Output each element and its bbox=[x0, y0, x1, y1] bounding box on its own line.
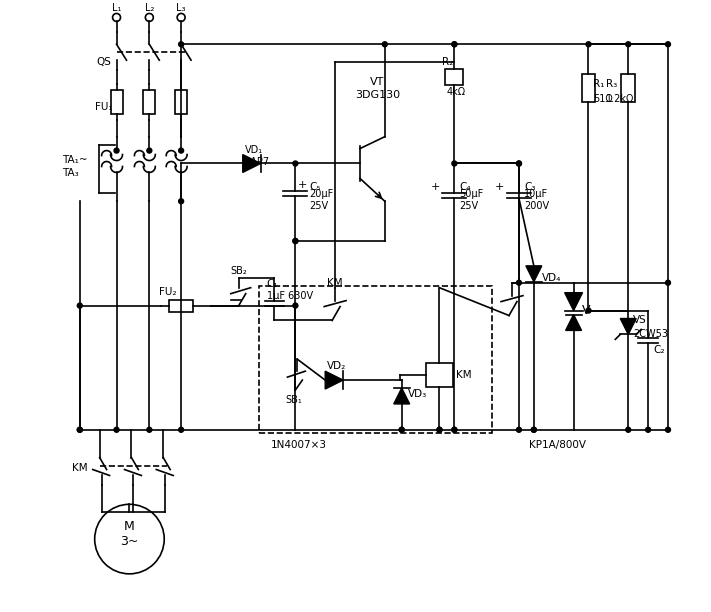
Text: KM: KM bbox=[456, 370, 472, 380]
Polygon shape bbox=[620, 318, 636, 334]
Text: C₂: C₂ bbox=[653, 345, 665, 356]
Circle shape bbox=[626, 427, 631, 432]
Text: C₄: C₄ bbox=[459, 182, 471, 192]
Bar bbox=[621, 74, 635, 102]
Text: TA₃: TA₃ bbox=[62, 168, 79, 179]
Circle shape bbox=[178, 199, 183, 204]
Bar bbox=[582, 74, 595, 102]
Circle shape bbox=[293, 303, 298, 308]
Text: 2AP7: 2AP7 bbox=[245, 157, 270, 166]
Text: L₃: L₃ bbox=[176, 2, 186, 12]
Text: QS: QS bbox=[97, 57, 112, 67]
Text: C₁: C₁ bbox=[267, 278, 278, 289]
Circle shape bbox=[516, 161, 521, 166]
Text: 4kΩ: 4kΩ bbox=[447, 87, 466, 97]
Circle shape bbox=[626, 42, 631, 47]
Text: 50μF
25V: 50μF 25V bbox=[459, 190, 483, 211]
Text: TA₁~: TA₁~ bbox=[62, 154, 87, 165]
Circle shape bbox=[114, 148, 119, 153]
Text: 1.2kΩ: 1.2kΩ bbox=[606, 94, 635, 104]
Polygon shape bbox=[325, 371, 343, 389]
Text: L₂: L₂ bbox=[144, 2, 154, 12]
Text: L₁: L₁ bbox=[112, 2, 122, 12]
Circle shape bbox=[665, 42, 670, 47]
Text: V: V bbox=[582, 304, 590, 317]
Text: +: + bbox=[431, 182, 440, 192]
Text: VD₄: VD₄ bbox=[542, 273, 561, 283]
Circle shape bbox=[437, 427, 442, 432]
Polygon shape bbox=[565, 293, 582, 310]
Circle shape bbox=[516, 280, 521, 285]
Circle shape bbox=[516, 161, 521, 166]
Text: FU₂: FU₂ bbox=[159, 286, 177, 297]
Bar bbox=[144, 90, 155, 114]
Circle shape bbox=[147, 427, 152, 432]
Text: 51Ω: 51Ω bbox=[594, 94, 613, 104]
Polygon shape bbox=[526, 266, 542, 282]
Text: VD₂: VD₂ bbox=[327, 361, 346, 371]
Text: M
3~: M 3~ bbox=[120, 520, 139, 548]
Circle shape bbox=[646, 427, 651, 432]
Circle shape bbox=[399, 427, 404, 432]
Text: R₃: R₃ bbox=[606, 79, 618, 89]
Text: 3DG130: 3DG130 bbox=[355, 90, 400, 100]
Circle shape bbox=[77, 427, 82, 432]
Circle shape bbox=[114, 427, 119, 432]
Circle shape bbox=[178, 148, 183, 153]
Circle shape bbox=[452, 42, 457, 47]
Text: R₂: R₂ bbox=[442, 57, 454, 67]
Text: R₁: R₁ bbox=[594, 79, 605, 89]
Bar bbox=[445, 69, 464, 85]
Circle shape bbox=[665, 427, 670, 432]
Circle shape bbox=[452, 427, 457, 432]
Text: VD₃: VD₃ bbox=[407, 389, 427, 399]
Text: KP1A/800V: KP1A/800V bbox=[529, 439, 586, 450]
Text: 10μF
200V: 10μF 200V bbox=[524, 190, 549, 211]
Text: +: + bbox=[297, 181, 306, 190]
Circle shape bbox=[399, 427, 404, 432]
Text: FU₁: FU₁ bbox=[95, 102, 112, 112]
Polygon shape bbox=[566, 315, 582, 330]
Bar bbox=[169, 300, 193, 312]
Text: VT: VT bbox=[370, 77, 384, 87]
Text: C₅: C₅ bbox=[309, 182, 321, 192]
Circle shape bbox=[147, 148, 152, 153]
Circle shape bbox=[516, 427, 521, 432]
Circle shape bbox=[437, 427, 442, 432]
Text: VS: VS bbox=[634, 315, 647, 326]
Circle shape bbox=[293, 239, 298, 244]
Bar bbox=[259, 286, 492, 433]
Circle shape bbox=[77, 427, 82, 432]
Text: 20μF
25V: 20μF 25V bbox=[309, 190, 333, 211]
Text: 1μF 630V: 1μF 630V bbox=[267, 291, 313, 300]
Text: VD₁: VD₁ bbox=[245, 144, 263, 155]
Circle shape bbox=[452, 427, 457, 432]
Polygon shape bbox=[242, 155, 261, 173]
Bar bbox=[426, 363, 454, 387]
Circle shape bbox=[452, 161, 457, 166]
Circle shape bbox=[586, 42, 591, 47]
Text: C₃: C₃ bbox=[524, 182, 535, 192]
Circle shape bbox=[531, 427, 536, 432]
Circle shape bbox=[531, 427, 536, 432]
Text: 2CW53: 2CW53 bbox=[634, 329, 668, 340]
Circle shape bbox=[178, 427, 183, 432]
Text: KM: KM bbox=[72, 463, 87, 472]
Circle shape bbox=[178, 42, 183, 47]
Text: 1N4007×3: 1N4007×3 bbox=[271, 439, 326, 450]
Circle shape bbox=[293, 161, 298, 166]
Circle shape bbox=[452, 42, 457, 47]
Circle shape bbox=[77, 303, 82, 308]
Text: KM: KM bbox=[327, 278, 343, 288]
Circle shape bbox=[293, 239, 298, 244]
Text: SB₁: SB₁ bbox=[285, 395, 302, 405]
Text: +: + bbox=[495, 182, 505, 192]
Circle shape bbox=[586, 308, 591, 313]
Circle shape bbox=[383, 42, 387, 47]
Circle shape bbox=[665, 280, 670, 285]
Polygon shape bbox=[394, 388, 410, 404]
Bar bbox=[175, 90, 187, 114]
Bar bbox=[111, 90, 122, 114]
Text: SB₂: SB₂ bbox=[231, 266, 247, 276]
